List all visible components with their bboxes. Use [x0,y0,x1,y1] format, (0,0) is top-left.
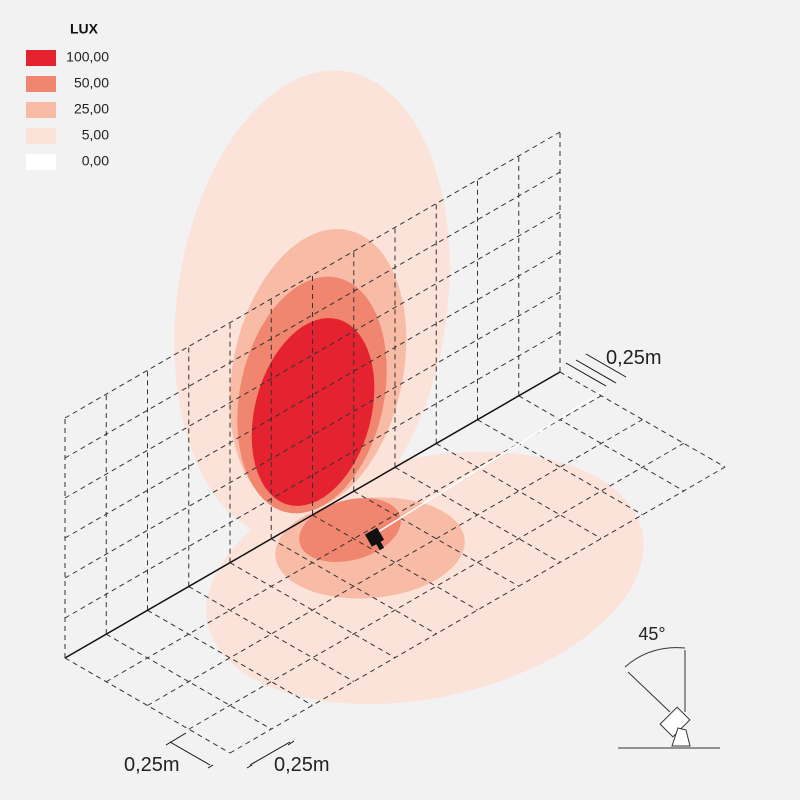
grid-line [353,490,519,587]
grid-line [271,538,437,635]
dimension-label: 0,25m [606,347,662,369]
legend-swatch [26,154,56,170]
legend-title: LUX [70,21,99,37]
floor-contour [299,498,401,562]
wall-base [64,371,561,659]
grid-line [106,633,272,730]
grid-line [188,586,354,682]
grid-line [229,562,396,659]
beam-line [377,389,606,533]
legend-swatch [26,76,56,92]
legend-label: 50,00 [74,75,109,91]
dimension-label: 0,25m [274,754,330,776]
grid-line [394,466,561,563]
grid-line [559,371,726,468]
legend-label: 25,00 [74,101,109,117]
legend-label: 100,00 [66,49,109,65]
dimension-label: 0,25m [124,754,180,776]
grid [64,131,726,754]
dimension-marks [165,353,627,769]
fixture [364,527,385,551]
grid-line [477,419,643,516]
angle-icon [618,647,720,749]
legend-label: 5,00 [82,127,109,143]
grid-line [436,443,602,539]
fixture-stand [375,540,385,551]
grid-line [518,395,684,492]
legend-swatch [26,50,56,66]
grid-line [64,657,231,754]
grid-line [147,609,313,706]
legend-label: 0,00 [82,153,109,169]
legend-swatch [26,102,56,118]
grid-line [312,514,478,611]
legend: 100,00 50,00 25,00 5,00 0,00 [26,49,109,170]
legend-swatch [26,128,56,144]
angle-label: 45° [638,624,665,644]
